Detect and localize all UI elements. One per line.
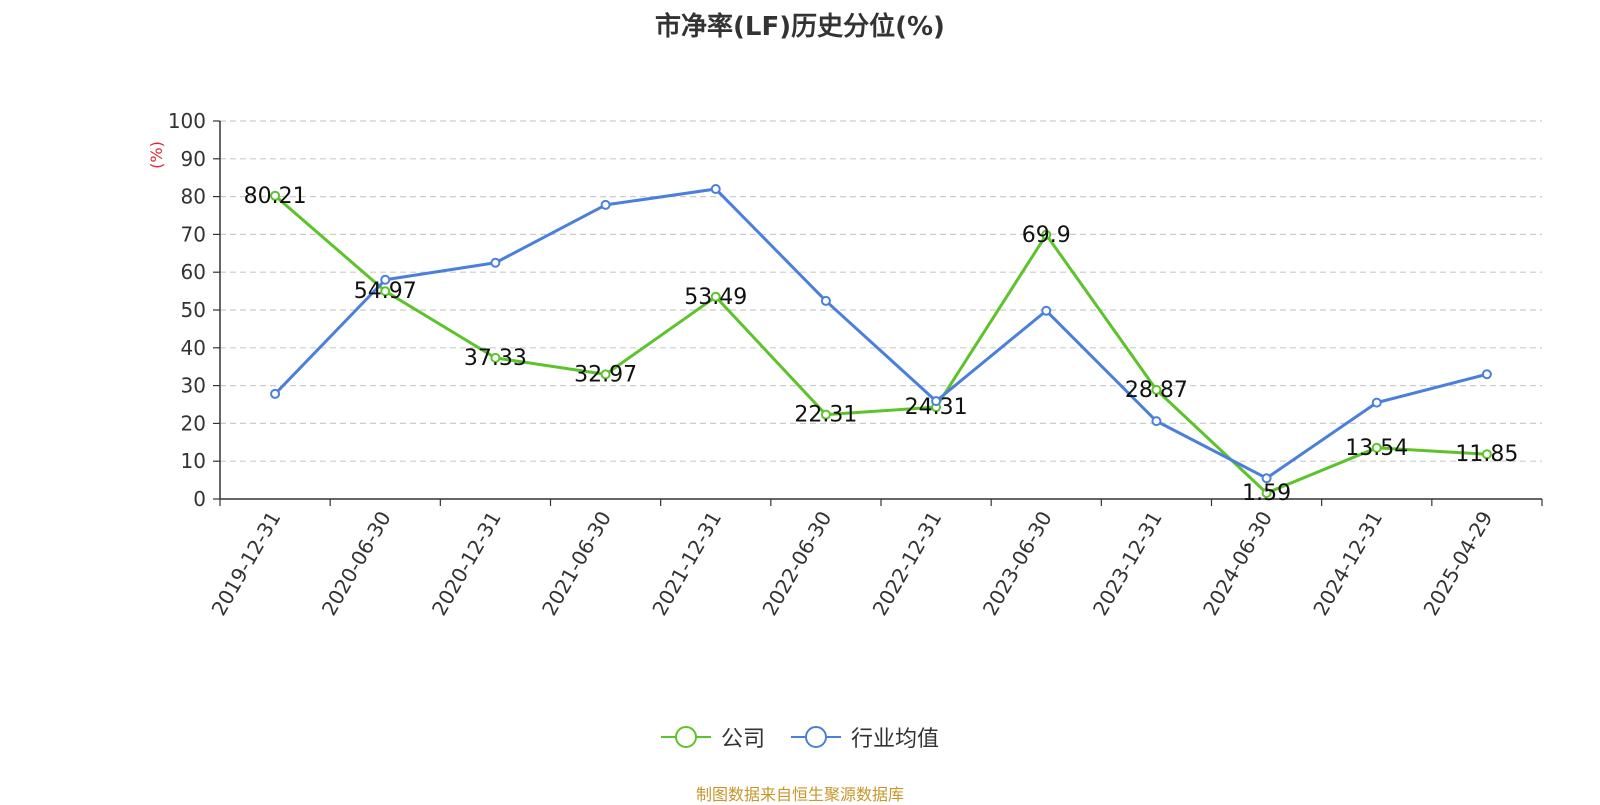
data-point	[1041, 305, 1052, 316]
data-label: 28.87	[1125, 378, 1188, 403]
x-tick-label: 2025-04-29	[1418, 507, 1497, 620]
data-point	[1481, 369, 1492, 380]
axes: 0 10 20 30 40 50 60 70 80 90 100(%) 2019-12-31 2020-…	[147, 109, 1543, 620]
data-point	[490, 352, 501, 363]
data-point	[1371, 442, 1382, 453]
data-point	[1481, 449, 1492, 460]
y-tick-label: 30	[181, 374, 206, 398]
data-label: 53.49	[684, 285, 747, 310]
data-point	[490, 257, 501, 268]
x-tick-label: 2024-06-30	[1198, 507, 1277, 620]
legend: 公司 行业均值	[0, 722, 1600, 752]
data-label: 54.97	[354, 279, 417, 304]
data-label: 32.97	[574, 362, 637, 387]
data-point	[931, 396, 942, 407]
y-tick-label: 60	[181, 260, 206, 284]
data-labels: 80.21 54.97 37.33 32.97 53.49 22.31 24.31 69.9 2…	[244, 184, 1519, 506]
data-point	[270, 388, 281, 399]
data-point	[600, 199, 611, 210]
data-point	[820, 409, 831, 420]
legend-marker-icon	[660, 726, 711, 748]
legend-item[interactable]: 公司	[660, 721, 765, 753]
x-tick-label: 2023-06-30	[978, 507, 1057, 620]
x-tick-label: 2022-06-30	[757, 507, 836, 620]
data-point	[1041, 229, 1052, 240]
data-point	[1261, 473, 1272, 484]
data-point	[380, 274, 391, 285]
data-point	[710, 291, 721, 302]
data-label: 80.21	[244, 184, 307, 209]
y-tick-label: 70	[181, 222, 206, 246]
data-point	[710, 184, 721, 195]
data-label: 24.31	[905, 395, 968, 420]
x-tick-label: 2022-12-31	[868, 507, 947, 620]
data-label: 37.33	[464, 346, 527, 371]
data-label: 1.59	[1242, 481, 1291, 506]
x-tick-label: 2019-12-31	[207, 507, 286, 620]
y-tick-label: 40	[181, 336, 206, 360]
series-line-1	[274, 187, 1488, 480]
data-label: 11.85	[1455, 442, 1518, 467]
grid-lines	[220, 120, 1542, 462]
legend-label: 行业均值	[851, 727, 940, 752]
x-tick-label: 2023-12-31	[1088, 507, 1167, 620]
data-point	[1151, 416, 1162, 427]
data-label: 22.31	[794, 403, 857, 428]
y-tick-label: 50	[181, 298, 206, 322]
x-tick-label: 2021-12-31	[647, 507, 726, 620]
data-point	[1151, 384, 1162, 395]
legend-marker-icon	[791, 726, 841, 748]
data-point	[270, 190, 281, 201]
chart-title: 市净率(LF)历史分位(%)	[655, 12, 945, 42]
x-tick-label: 2020-06-30	[317, 507, 396, 620]
legend-item[interactable]: 行业均值	[791, 721, 939, 753]
x-tick-label: 2024-12-31	[1308, 507, 1387, 620]
y-tick-label: 100	[168, 109, 206, 133]
y-tick-label: 10	[181, 449, 206, 473]
series-line-0	[274, 194, 1488, 495]
series-lines	[270, 184, 1492, 498]
x-tick-label: 2020-12-31	[427, 507, 506, 620]
source-note: 制图数据来自恒生聚源数据库	[695, 785, 904, 804]
y-tick-label: 0	[193, 487, 206, 511]
data-label: 69.9	[1022, 223, 1071, 248]
legend-label: 公司	[720, 727, 765, 752]
y-axis-label: (%)	[147, 141, 166, 169]
data-label: 13.54	[1345, 436, 1408, 461]
data-point	[380, 286, 391, 297]
data-point	[600, 369, 611, 380]
y-tick-label: 20	[181, 411, 206, 435]
y-tick-label: 80	[181, 185, 206, 209]
data-point	[820, 295, 831, 306]
x-tick-label: 2021-06-30	[537, 507, 616, 620]
y-tick-label: 90	[181, 147, 206, 171]
data-point	[1261, 487, 1272, 498]
data-point	[1371, 397, 1382, 408]
